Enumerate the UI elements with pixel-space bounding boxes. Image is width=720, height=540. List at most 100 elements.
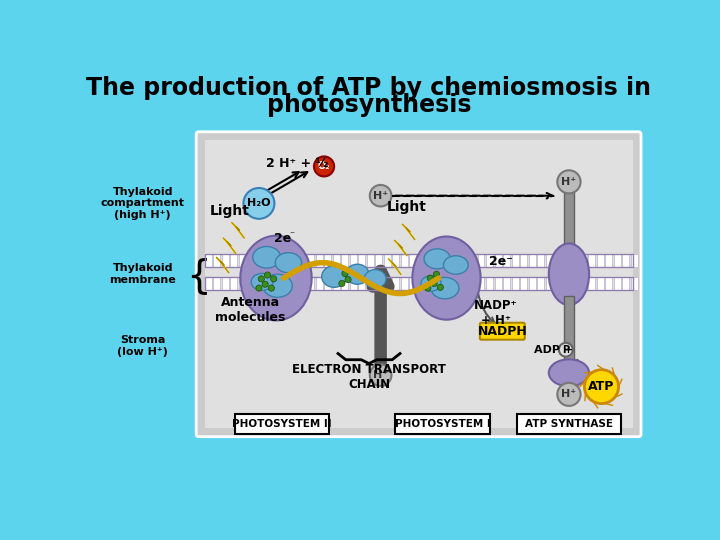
Bar: [469, 254, 476, 267]
Circle shape: [370, 364, 392, 386]
Bar: [563, 278, 570, 289]
Bar: [495, 278, 502, 289]
Bar: [546, 278, 553, 289]
Ellipse shape: [413, 237, 481, 320]
Circle shape: [557, 383, 580, 406]
Circle shape: [585, 370, 618, 403]
Bar: [239, 254, 246, 267]
Bar: [418, 278, 425, 289]
Bar: [333, 254, 340, 267]
Bar: [358, 254, 365, 267]
Bar: [350, 278, 356, 289]
Polygon shape: [402, 224, 415, 240]
Circle shape: [243, 188, 274, 219]
Bar: [512, 254, 518, 267]
Bar: [435, 254, 442, 267]
Circle shape: [258, 276, 264, 282]
Ellipse shape: [549, 359, 589, 386]
Bar: [401, 278, 408, 289]
Bar: [222, 278, 229, 289]
Ellipse shape: [263, 274, 292, 298]
Text: ⁻: ⁻: [289, 231, 294, 241]
Circle shape: [425, 285, 431, 291]
Bar: [435, 278, 442, 289]
Bar: [366, 278, 374, 289]
Ellipse shape: [549, 244, 589, 305]
Ellipse shape: [431, 278, 459, 299]
Text: 2e⁻: 2e⁻: [489, 255, 513, 268]
Bar: [248, 278, 254, 289]
Bar: [512, 278, 518, 289]
Text: Stroma
(low H⁺): Stroma (low H⁺): [117, 335, 168, 356]
Bar: [580, 254, 587, 267]
Bar: [503, 254, 510, 267]
Bar: [614, 254, 621, 267]
Bar: [204, 278, 632, 289]
Bar: [452, 278, 459, 289]
Circle shape: [433, 271, 439, 278]
Bar: [384, 278, 391, 289]
Ellipse shape: [322, 266, 346, 287]
Bar: [528, 254, 536, 267]
Bar: [537, 254, 544, 267]
Circle shape: [262, 281, 269, 287]
Bar: [239, 278, 246, 289]
Bar: [503, 278, 510, 289]
Bar: [333, 278, 340, 289]
Circle shape: [314, 157, 334, 177]
FancyBboxPatch shape: [517, 414, 621, 434]
Bar: [571, 278, 578, 289]
Text: 2e: 2e: [274, 232, 291, 245]
Bar: [230, 278, 238, 289]
Ellipse shape: [253, 247, 281, 268]
Text: 2 H⁺ + ½: 2 H⁺ + ½: [266, 157, 328, 170]
Polygon shape: [232, 222, 244, 238]
Polygon shape: [216, 257, 229, 273]
Bar: [204, 254, 632, 267]
Text: P: P: [562, 345, 570, 355]
Ellipse shape: [240, 236, 312, 320]
Text: Antenna
molecules: Antenna molecules: [215, 296, 286, 323]
Text: ELECTRON TRANSPORT
CHAIN: ELECTRON TRANSPORT CHAIN: [292, 363, 446, 390]
Bar: [384, 254, 391, 267]
Bar: [264, 254, 271, 267]
Text: Thylakoid
compartment
(high H⁺): Thylakoid compartment (high H⁺): [101, 187, 185, 220]
Bar: [622, 278, 629, 289]
Bar: [537, 278, 544, 289]
Circle shape: [339, 280, 345, 287]
Bar: [588, 278, 595, 289]
Text: H⁺: H⁺: [373, 191, 388, 201]
Ellipse shape: [444, 256, 468, 274]
Bar: [213, 278, 220, 289]
Bar: [290, 278, 297, 289]
Bar: [341, 254, 348, 267]
Polygon shape: [395, 240, 407, 256]
Bar: [341, 278, 348, 289]
Text: PHOTOSYSTEM I: PHOTOSYSTEM I: [395, 418, 490, 429]
Bar: [222, 254, 229, 267]
Bar: [401, 254, 408, 267]
Bar: [426, 254, 433, 267]
Bar: [520, 278, 527, 289]
Text: Light: Light: [386, 200, 426, 214]
Text: H₂O: H₂O: [247, 198, 271, 208]
Bar: [546, 254, 553, 267]
Bar: [315, 254, 323, 267]
Text: ATP: ATP: [588, 380, 615, 393]
Bar: [358, 278, 365, 289]
Bar: [375, 254, 382, 267]
Circle shape: [370, 185, 392, 206]
Bar: [230, 254, 238, 267]
FancyBboxPatch shape: [196, 132, 641, 437]
Bar: [350, 254, 356, 267]
Ellipse shape: [346, 264, 369, 284]
Circle shape: [345, 276, 351, 283]
Text: ADP +: ADP +: [534, 345, 573, 355]
Text: PHOTOSYSTEM II: PHOTOSYSTEM II: [233, 418, 332, 429]
Polygon shape: [388, 259, 401, 274]
Bar: [444, 254, 451, 267]
Bar: [631, 254, 638, 267]
FancyBboxPatch shape: [235, 414, 330, 434]
Bar: [571, 254, 578, 267]
Ellipse shape: [424, 249, 451, 269]
